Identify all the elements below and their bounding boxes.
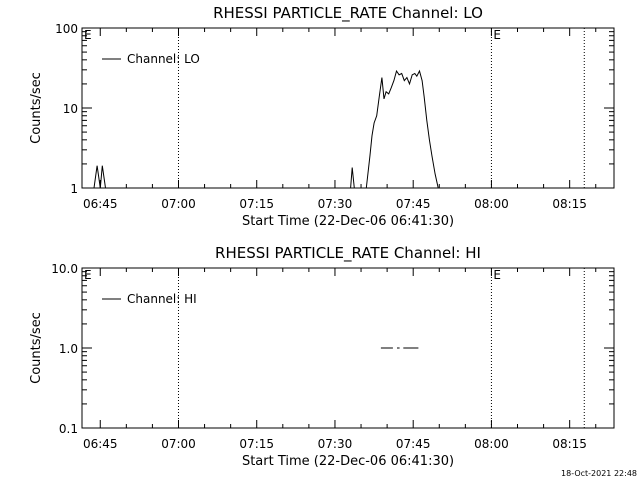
y-tick-label: 0.1 [59, 422, 78, 436]
y-tick-label: 10.0 [51, 262, 78, 276]
event-marker-label: E [84, 268, 92, 282]
x-tick-label: 08:15 [552, 197, 587, 211]
x-tick-label: 08:00 [474, 437, 509, 451]
chart-1: RHESSI PARTICLE_RATE Channel: LO Start Ti… [29, 4, 615, 229]
x-tick-label: 07:30 [318, 197, 353, 211]
y-tick-label: 100 [55, 22, 78, 36]
x-tick-label: 07:15 [239, 197, 274, 211]
x-tick-label: 06:45 [83, 437, 118, 451]
series-line-segment [365, 69, 439, 189]
x-axis-label: Start Time (22-Dec-06 06:41:30) [242, 214, 454, 229]
y-tick-label: 10 [63, 102, 78, 116]
event-marker-label: E [493, 268, 501, 282]
event-marker-label: E [84, 28, 92, 42]
y-axis-label: Counts/sec [29, 312, 44, 384]
chart-title: RHESSI PARTICLE_RATE Channel: HI [215, 244, 481, 263]
legend-entry: Channel: HI [127, 292, 197, 306]
series-line-segment [93, 165, 106, 189]
x-tick-label: 07:00 [161, 197, 196, 211]
y-axis-label: Counts/sec [29, 72, 44, 144]
x-tick-label: 07:45 [396, 197, 431, 211]
x-tick-label: 07:00 [161, 437, 196, 451]
series-line-segment [350, 167, 355, 189]
legend-entry: Channel: LO [127, 52, 200, 66]
y-tick-label: 1.0 [59, 342, 78, 356]
chart-title: RHESSI PARTICLE_RATE Channel: LO [213, 4, 483, 23]
x-tick-label: 06:45 [83, 197, 118, 211]
x-tick-label: 07:45 [396, 437, 431, 451]
x-tick-label: 08:15 [552, 437, 587, 451]
x-tick-label: 07:30 [318, 437, 353, 451]
x-axis-label: Start Time (22-Dec-06 06:41:30) [242, 454, 454, 469]
timestamp-label: 18-Oct-2021 22:48 [561, 469, 637, 478]
event-marker-label: E [493, 28, 501, 42]
y-tick-label: 1 [70, 182, 78, 196]
x-tick-label: 08:00 [474, 197, 509, 211]
x-tick-label: 07:15 [239, 437, 274, 451]
chart-2: RHESSI PARTICLE_RATE Channel: HI Start Ti… [29, 244, 615, 469]
